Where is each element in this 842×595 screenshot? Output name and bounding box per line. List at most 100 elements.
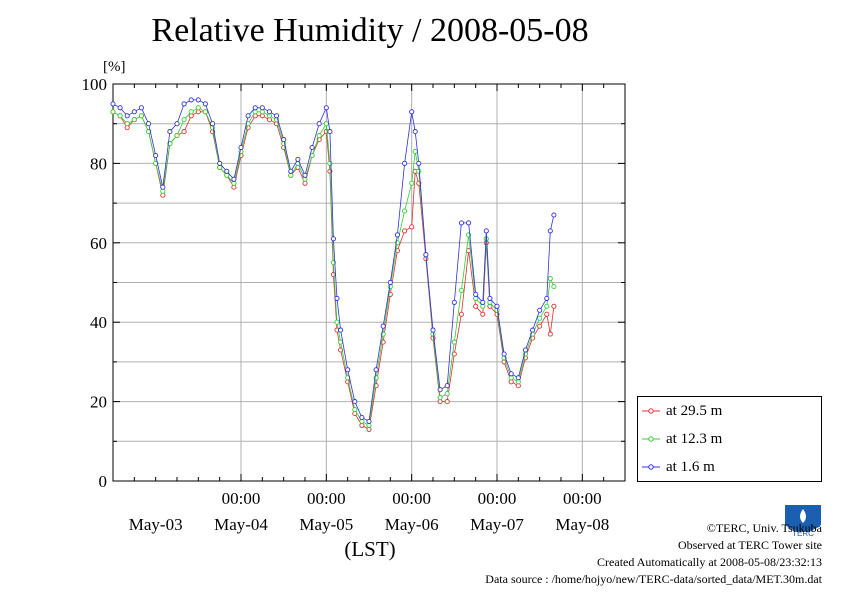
data-point <box>412 148 418 155</box>
data-points <box>110 97 557 432</box>
data-point <box>508 371 514 377</box>
data-point <box>238 144 244 151</box>
x-date-label: May-06 <box>385 515 439 534</box>
credit-source: Data source : /home/hojyo/new/TERC-data/… <box>485 572 822 586</box>
credit-copyright: ©TERC, Univ. Tsukuba <box>706 521 822 535</box>
data-point <box>316 133 322 139</box>
axes <box>112 83 626 482</box>
credit-created: Created Automatically at 2008-05-08/23:3… <box>597 555 822 569</box>
data-point <box>551 303 557 309</box>
data-point <box>437 387 443 393</box>
x-date-label: May-07 <box>470 515 524 534</box>
data-point <box>409 109 415 115</box>
data-point <box>402 228 408 234</box>
data-point <box>117 113 123 119</box>
data-point <box>501 351 507 357</box>
data-point <box>167 129 173 135</box>
data-point <box>537 323 543 329</box>
x-date-label: May-04 <box>214 515 268 534</box>
data-point <box>394 232 400 238</box>
data-point <box>266 109 272 115</box>
data-point <box>451 351 457 357</box>
terc-logo-icon: TERC <box>785 505 821 538</box>
data-point <box>138 105 144 111</box>
data-point <box>402 160 408 166</box>
series-0 <box>110 109 557 432</box>
series-line <box>112 107 555 427</box>
data-point <box>547 331 553 337</box>
data-point <box>338 327 344 333</box>
data-point <box>174 133 180 139</box>
data-point <box>451 339 457 345</box>
data-point <box>131 117 137 123</box>
data-point <box>181 101 187 107</box>
data-point <box>451 299 457 305</box>
data-point <box>195 105 201 111</box>
chart-title: Relative Humidity / 2008-05-08 <box>151 12 589 49</box>
data-point <box>202 109 208 115</box>
data-point <box>302 172 308 178</box>
data-point <box>515 375 521 381</box>
y-axis-label: [%] <box>103 59 126 75</box>
data-point <box>110 101 116 107</box>
data-point <box>352 406 358 413</box>
data-point <box>551 283 557 290</box>
data-point <box>316 121 322 127</box>
y-tick-label: 100 <box>82 75 108 94</box>
data-point <box>330 236 336 242</box>
data-point <box>480 311 486 317</box>
data-point <box>288 168 294 174</box>
data-point <box>181 117 187 123</box>
credits: ©TERC, Univ. Tsukuba Observed at TERC To… <box>485 520 822 588</box>
data-point <box>323 121 329 127</box>
data-point <box>547 275 553 282</box>
data-point <box>245 113 251 119</box>
data-point <box>188 97 194 103</box>
data-point <box>138 113 144 119</box>
data-point <box>373 367 379 373</box>
data-point <box>117 105 123 111</box>
data-point <box>547 228 553 234</box>
x-time-label: 00:00 <box>478 489 517 508</box>
series-1 <box>110 105 557 428</box>
axis-labels: 0 20 40 60 80 100 00:00 00:00 00:00 00:00 00:00 May… <box>82 59 610 561</box>
data-point <box>416 168 422 174</box>
grid-lines <box>113 84 625 481</box>
data-point <box>544 303 550 309</box>
data-point <box>160 184 166 190</box>
x-time-label: 00:00 <box>563 489 602 508</box>
legend-marker-12m <box>642 436 660 442</box>
data-point <box>473 303 479 309</box>
data-point <box>110 109 116 115</box>
y-tick-label: 20 <box>90 393 107 412</box>
data-point <box>458 311 464 317</box>
data-point <box>544 311 550 317</box>
data-point <box>327 129 333 135</box>
data-point <box>146 121 152 127</box>
legend-label-1m: at 1.6 m <box>666 458 715 475</box>
x-axis-label: (LST) <box>344 537 395 561</box>
legend-item-12m: at 12.3 m <box>642 429 722 449</box>
data-point <box>274 113 280 119</box>
data-point <box>483 228 489 234</box>
series-2 <box>110 97 557 424</box>
data-point <box>366 418 372 424</box>
data-point <box>231 176 237 182</box>
data-point <box>174 121 180 127</box>
data-point <box>181 129 187 135</box>
data-point <box>334 319 340 325</box>
data-point <box>409 224 415 230</box>
data-point <box>444 391 450 397</box>
x-date-label: May-08 <box>555 515 609 534</box>
legend-label-29m: at 29.5 m <box>666 402 723 419</box>
data-point <box>124 113 130 119</box>
legend-label-12m: at 12.3 m <box>666 430 723 447</box>
x-time-label: 00:00 <box>307 489 346 508</box>
legend-marker-1m <box>642 464 660 470</box>
data-point <box>124 121 130 127</box>
data-point <box>309 144 315 151</box>
data-point <box>530 327 536 333</box>
credit-site: Observed at TERC Tower site <box>677 538 822 552</box>
data-point <box>402 208 408 214</box>
legend-item-1m: at 1.6 m <box>642 457 715 477</box>
